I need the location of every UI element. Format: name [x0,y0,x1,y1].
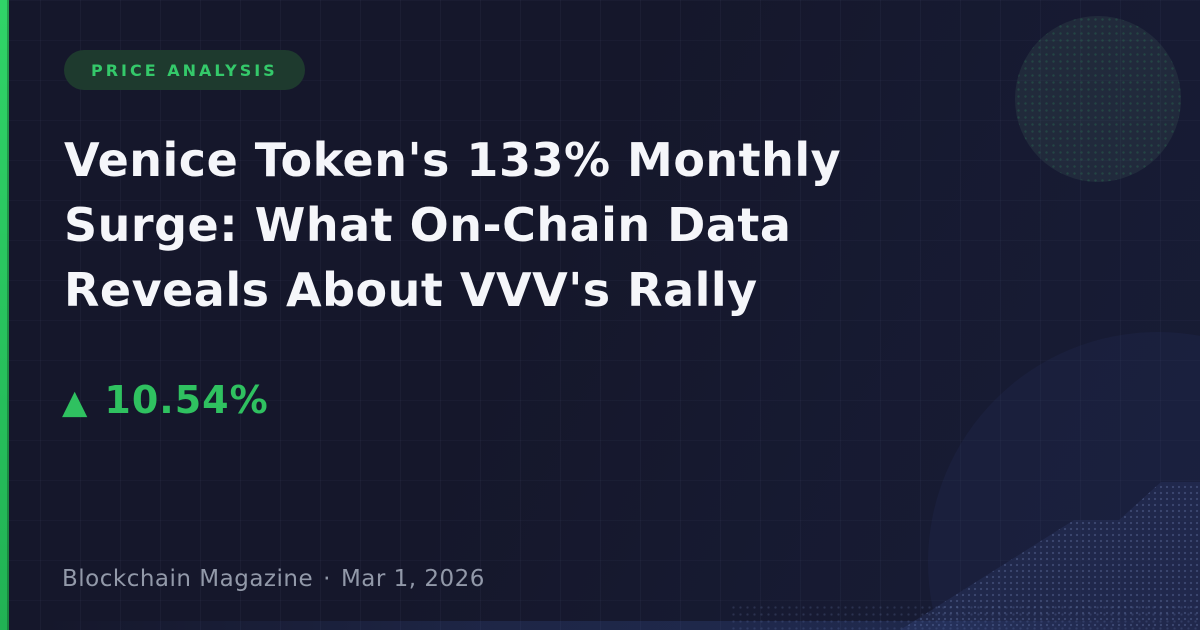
article-title-line-2: Surge: What On-Chain Data [64,198,792,252]
price-change-value: 10.54% [104,378,269,422]
article-title-line-1: Venice Token's 133% Monthly [64,133,842,187]
dot-texture-decoration [730,604,1200,630]
publish-date: Mar 1, 2026 [340,566,485,592]
publication-name: Blockchain Magazine [62,566,314,592]
category-badge: PRICE ANALYSIS [64,50,305,90]
article-title: Venice Token's 133% Monthly Surge: What … [64,128,841,323]
up-triangle-icon: ▲ [62,381,88,421]
left-accent-bar [0,0,9,630]
byline: Blockchain Magazine · Mar 1, 2026 [62,566,485,592]
byline-separator: · [323,566,331,592]
price-change: ▲ 10.54% [62,378,269,422]
dotted-circle-decoration [1015,16,1181,182]
article-title-line-3: Reveals About VVV's Rally [64,263,758,317]
bottom-accent-band [0,621,1200,630]
